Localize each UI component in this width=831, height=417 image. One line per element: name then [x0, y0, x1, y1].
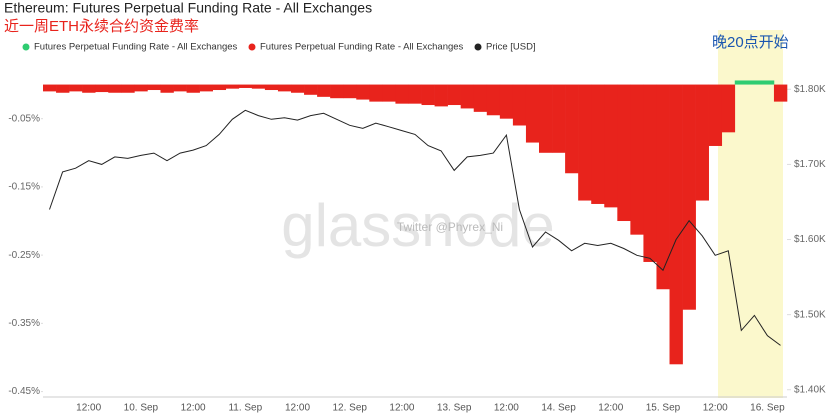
bar: [238, 84, 253, 88]
bar: [721, 84, 736, 133]
x-tick-label: 12. Sep: [332, 403, 367, 414]
legend-label: Futures Perpetual Funding Rate - All Exc…: [260, 42, 464, 53]
bar: [525, 84, 540, 143]
y-tick-label: -0.05%: [8, 113, 40, 124]
y-tick-label: -0.45%: [8, 386, 40, 397]
x-tick-label: 16. Sep: [750, 403, 785, 414]
bar: [343, 84, 357, 99]
bar: [552, 84, 566, 153]
x-tick-label: 13. Sep: [437, 403, 472, 414]
y-tick-label: -0.15%: [8, 182, 40, 193]
bar: [421, 84, 435, 106]
bar: [499, 84, 514, 119]
bar: [539, 84, 553, 153]
credit: Twitter @Phyrex_Ni: [397, 220, 503, 234]
bar: [95, 84, 109, 93]
bar: [199, 84, 213, 92]
bar: [369, 84, 383, 102]
bar: [695, 84, 709, 201]
legend-marker: [22, 43, 30, 51]
y-tick-label: -0.25%: [8, 250, 40, 261]
y2-tick-label: $1.60K: [794, 234, 826, 245]
bar: [304, 84, 318, 95]
legend-label: Futures Perpetual Funding Rate - All Exc…: [34, 42, 238, 53]
chart-subtitle: 近一周ETH永续合约资金费率: [4, 18, 199, 35]
bar: [121, 84, 135, 93]
y2-tick-label: $1.50K: [794, 309, 826, 320]
bar: [69, 84, 83, 92]
bar: [356, 84, 370, 100]
bar: [134, 84, 148, 92]
x-tick-label: 14. Sep: [541, 403, 576, 414]
bar: [382, 84, 396, 102]
bar: [760, 80, 775, 85]
bar: [408, 84, 422, 104]
bar: [773, 84, 788, 102]
legend-label: Price [USD]: [486, 42, 536, 53]
bar: [565, 84, 579, 174]
bar: [330, 84, 344, 99]
x-tick-label: 12:00: [703, 403, 728, 414]
x-tick-label: 11. Sep: [228, 403, 262, 414]
bar: [473, 84, 488, 112]
bar: [108, 84, 122, 93]
bar: [656, 84, 670, 290]
bar: [486, 84, 501, 116]
bar: [434, 84, 448, 107]
bar: [460, 84, 475, 109]
bar: [173, 84, 187, 92]
x-tick-label: 12:00: [389, 403, 414, 414]
price-line: [49, 109, 781, 346]
bar: [682, 84, 696, 310]
bar: [82, 84, 96, 93]
bar: [317, 84, 331, 97]
bar: [447, 84, 461, 106]
bar: [147, 84, 161, 91]
bar: [212, 84, 227, 91]
bar: [617, 84, 631, 222]
bar: [669, 84, 683, 365]
bar: [186, 84, 200, 93]
chart-title: Ethereum: Futures Perpetual Funding Rate…: [4, 0, 372, 16]
annotation: 晚20点开始: [712, 34, 789, 51]
bar: [643, 84, 657, 262]
bar: [591, 84, 605, 204]
x-tick-label: 12:00: [598, 403, 623, 414]
y2-tick-label: $1.80K: [794, 84, 826, 95]
x-tick-label: 12:00: [181, 403, 206, 414]
bar: [604, 84, 618, 208]
legend-marker: [248, 43, 256, 51]
y2-tick-label: $1.70K: [794, 159, 826, 170]
x-tick-label: 10. Sep: [124, 403, 159, 414]
bar: [630, 84, 644, 235]
bar: [395, 84, 409, 104]
bar: [291, 84, 305, 93]
bar: [747, 80, 762, 85]
bar: [56, 84, 70, 93]
bar: [512, 84, 527, 126]
bar: [160, 84, 174, 93]
y-tick-label: -0.35%: [8, 318, 40, 329]
x-tick-label: 15. Sep: [646, 403, 681, 414]
legend-marker: [474, 43, 482, 51]
x-tick-label: 12:00: [494, 403, 519, 414]
bar: [43, 84, 57, 92]
bar: [277, 84, 292, 92]
x-tick-label: 12:00: [285, 403, 310, 414]
bar: [734, 80, 749, 85]
bar: [251, 84, 266, 89]
bar: [225, 84, 240, 89]
watermark: glassnode: [281, 192, 555, 259]
y2-tick-label: $1.40K: [794, 384, 826, 395]
x-tick-label: 12:00: [76, 403, 101, 414]
bar: [264, 84, 279, 91]
bar: [708, 84, 723, 146]
bar: [578, 84, 592, 201]
